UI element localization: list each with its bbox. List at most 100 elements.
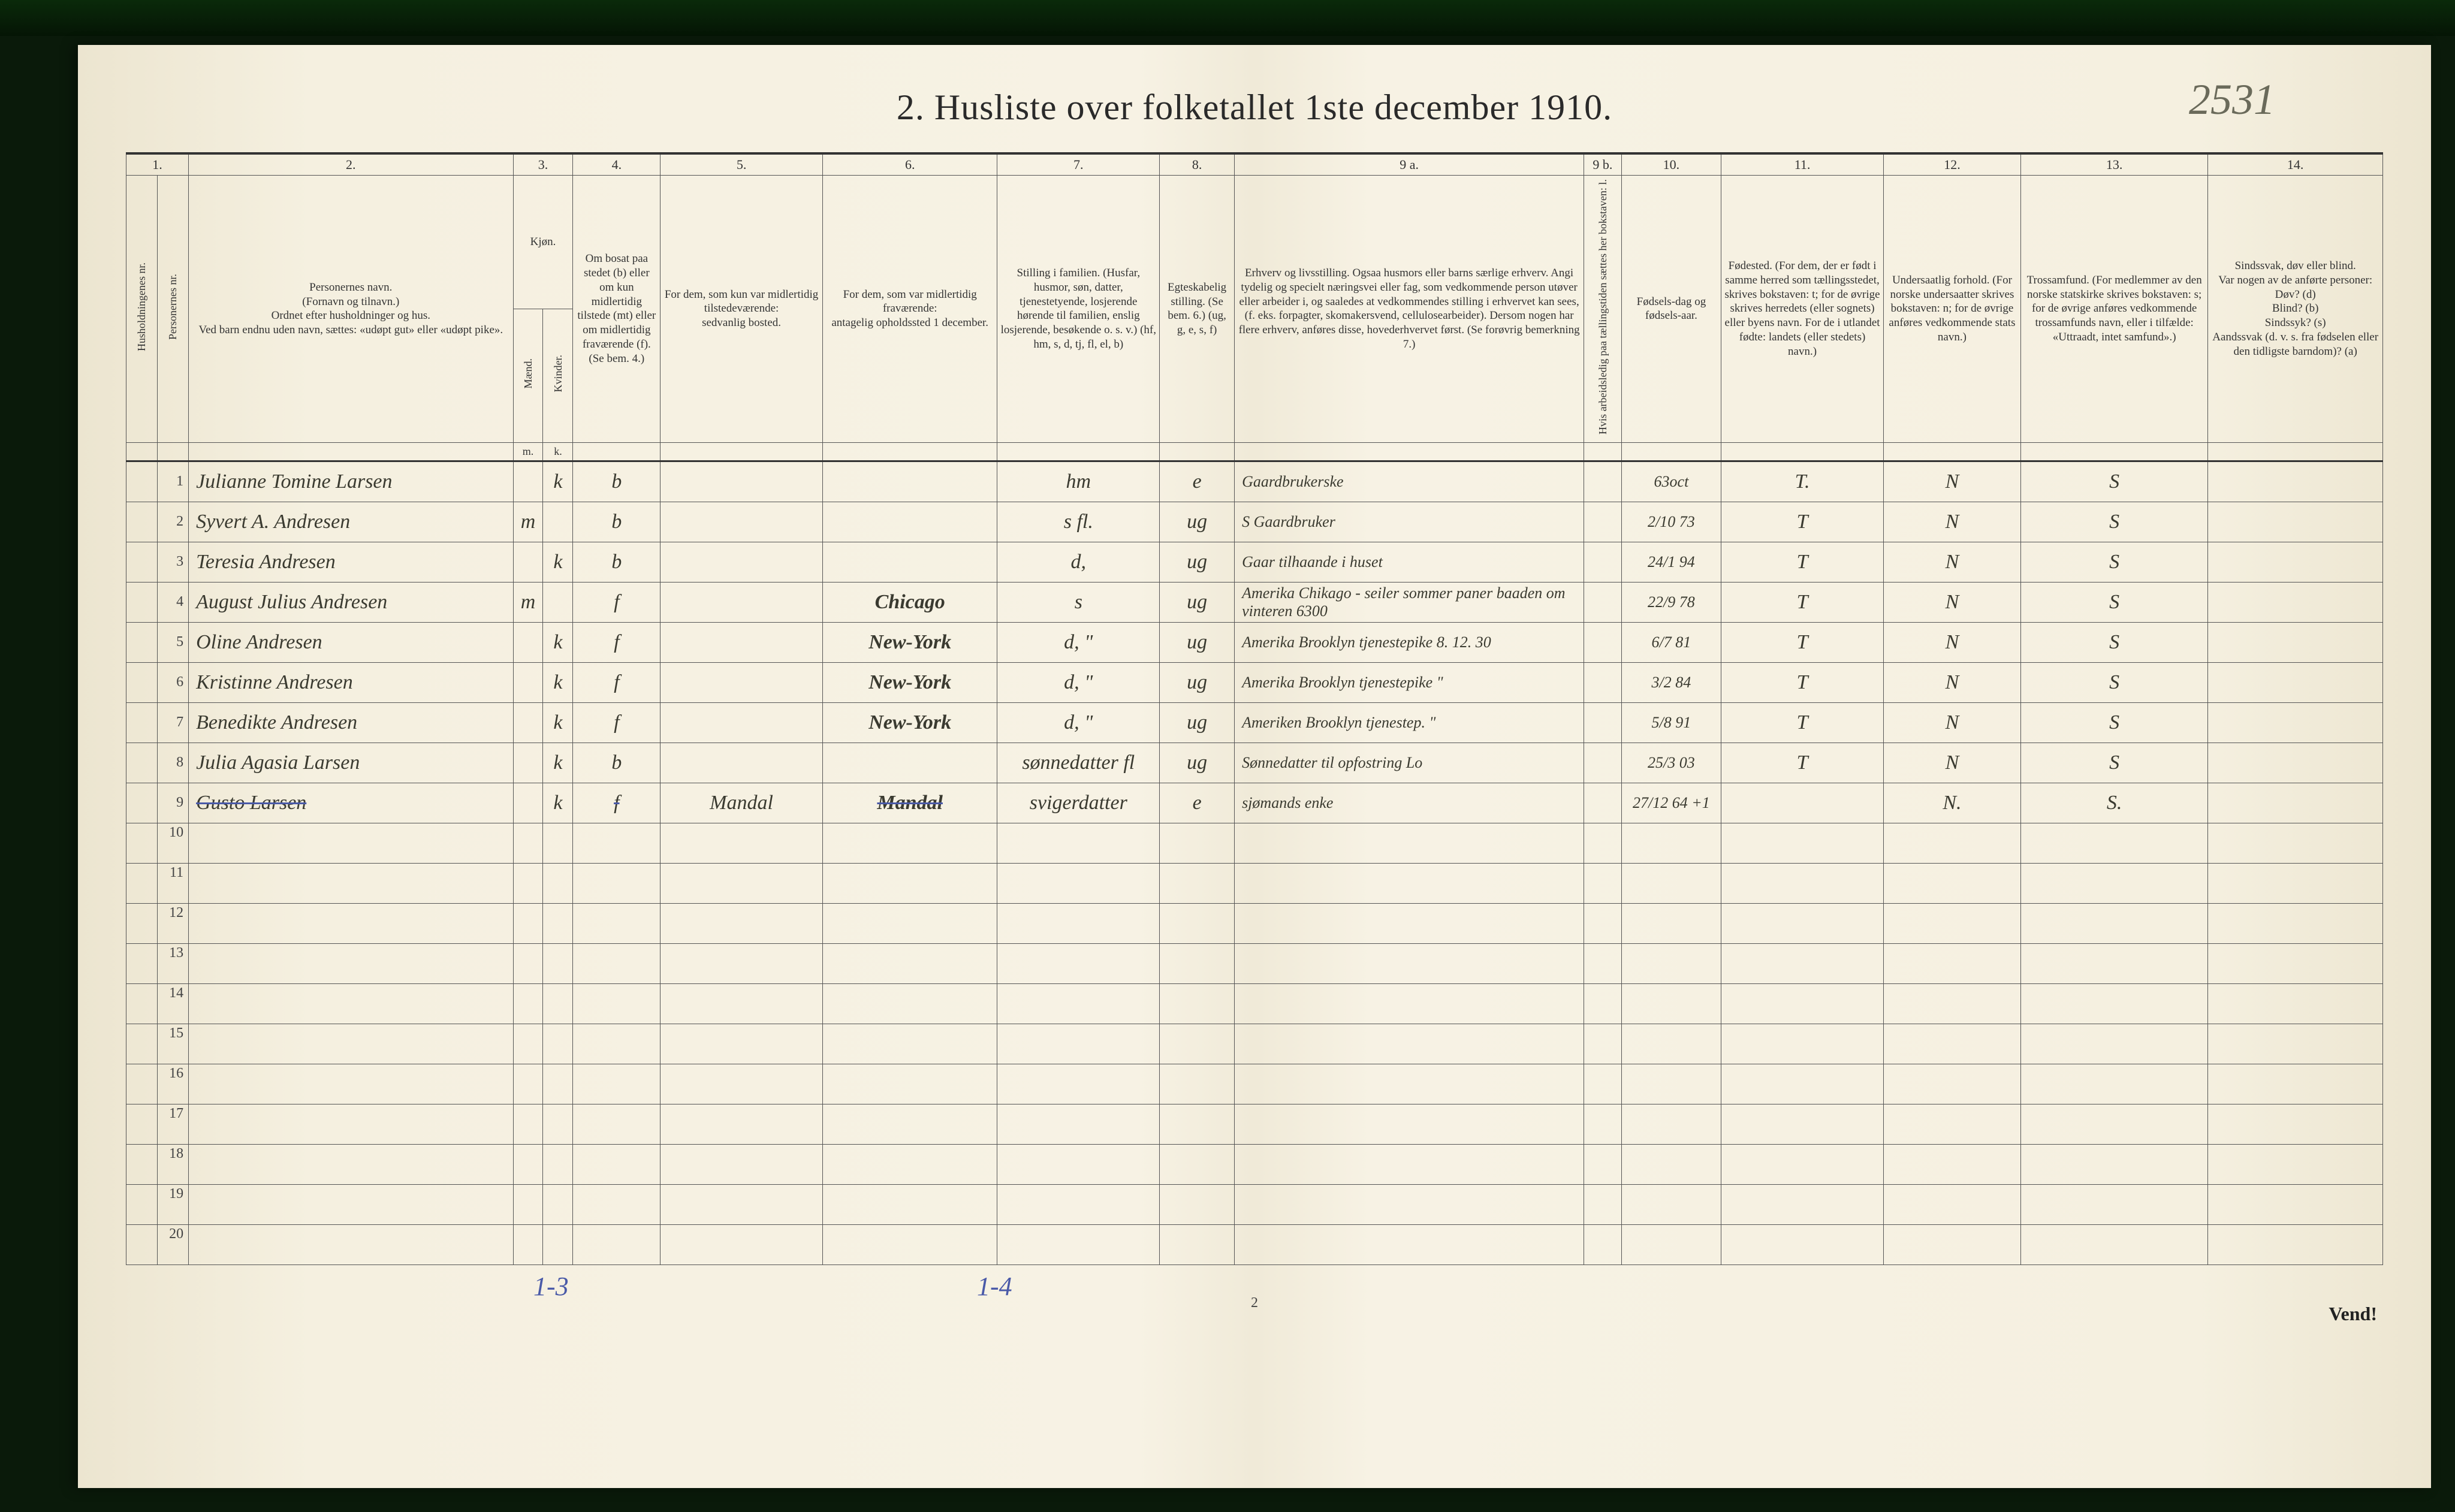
empty-cell [661, 1224, 823, 1264]
sub-blank7 [997, 442, 1160, 461]
table-row: 12 [126, 903, 2383, 943]
empty-cell [189, 983, 513, 1024]
birthdate-cell: 6/7 81 [1621, 622, 1721, 662]
disability-cell [2208, 582, 2383, 622]
person-nr-cell: 1 [158, 461, 189, 502]
footer-tally-mid: 1-4 [977, 1271, 1012, 1302]
sub-blank6 [822, 442, 997, 461]
empty-cell [1160, 1144, 1235, 1184]
birthplace-cell: T [1721, 743, 1884, 783]
empty-cell [1721, 863, 1884, 903]
marital-cell: ug [1160, 743, 1235, 783]
empty-cell [2020, 1024, 2207, 1064]
empty-cell [1160, 943, 1235, 983]
disability-cell [2208, 743, 2383, 783]
empty-cell [189, 1104, 513, 1144]
empty-cell [573, 863, 661, 903]
empty-cell [1584, 1184, 1621, 1224]
empty-cell [543, 1104, 573, 1144]
empty-cell [189, 903, 513, 943]
empty-cell [543, 1024, 573, 1064]
column-number-row: 1. 2. 3. 4. 5. 6. 7. 8. 9 a. 9 b. 10. 11… [126, 153, 2383, 176]
colnum-4: 4. [573, 153, 661, 176]
disability-cell [2208, 502, 2383, 542]
empty-cell [1235, 863, 1584, 903]
empty-cell [189, 1184, 513, 1224]
birthdate-cell: 2/10 73 [1621, 502, 1721, 542]
residence-cell: b [573, 542, 661, 582]
hdr-birthplace: Fødested. (For dem, der er født i samme … [1721, 176, 1884, 443]
subheader-row: m. k. [126, 442, 2383, 461]
empty-cell [513, 823, 543, 863]
empty-cell [661, 823, 823, 863]
table-row: 1Julianne Tomine LarsenkbhmeGaardbrukers… [126, 461, 2383, 502]
empty-cell [1883, 1104, 2020, 1144]
person-nr-cell: 14 [158, 983, 189, 1024]
sub-blank8 [1160, 442, 1235, 461]
empty-cell [1160, 1184, 1235, 1224]
sub-blank3 [189, 442, 513, 461]
data-body: 1Julianne Tomine LarsenkbhmeGaardbrukers… [126, 461, 2383, 1264]
colnum-13: 13. [2020, 153, 2207, 176]
empty-cell [573, 823, 661, 863]
birthplace-cell: T [1721, 662, 1884, 702]
family-position-cell: sønnedatter fl [997, 743, 1160, 783]
empty-cell [1160, 903, 1235, 943]
empty-cell [513, 863, 543, 903]
empty-cell [1721, 1024, 1884, 1064]
sub-blank11 [1621, 442, 1721, 461]
birthplace-cell [1721, 783, 1884, 823]
family-position-cell: svigerdatter [997, 783, 1160, 823]
empty-cell [997, 903, 1160, 943]
empty-cell [1235, 1104, 1584, 1144]
birthdate-cell: 5/8 91 [1621, 702, 1721, 743]
whereabouts-cell: New-York [822, 662, 997, 702]
empty-cell [1235, 1184, 1584, 1224]
disability-cell [2208, 662, 2383, 702]
empty-cell [543, 1224, 573, 1264]
residence-cell: f [573, 783, 661, 823]
marital-cell: ug [1160, 662, 1235, 702]
empty-cell [573, 1064, 661, 1104]
birthdate-cell: 25/3 03 [1621, 743, 1721, 783]
person-nr-cell: 19 [158, 1184, 189, 1224]
family-position-cell: d, " [997, 702, 1160, 743]
empty-cell [997, 1104, 1160, 1144]
empty-cell [822, 863, 997, 903]
table-row: 13 [126, 943, 2383, 983]
religion-cell: S [2020, 542, 2207, 582]
family-position-cell: d, " [997, 662, 1160, 702]
empty-cell [1621, 983, 1721, 1024]
religion-cell: S [2020, 702, 2207, 743]
empty-cell [1235, 1144, 1584, 1184]
occupation-cell: sjømands enke [1235, 783, 1584, 823]
person-nr-cell: 15 [158, 1024, 189, 1064]
empty-cell [1721, 943, 1884, 983]
empty-cell [822, 903, 997, 943]
empty-cell [1621, 903, 1721, 943]
empty-cell [1584, 1224, 1621, 1264]
empty-cell [543, 1184, 573, 1224]
nationality-cell: N [1883, 702, 2020, 743]
usual-home-cell [661, 461, 823, 502]
household-cell [126, 743, 158, 783]
empty-cell [997, 1224, 1160, 1264]
person-nr-cell: 20 [158, 1224, 189, 1264]
birthdate-cell: 3/2 84 [1621, 662, 1721, 702]
name-cell: Kristinne Andresen [189, 662, 513, 702]
table-row: 4August Julius AndresenmfChicagosugAmeri… [126, 582, 2383, 622]
empty-cell [1584, 1024, 1621, 1064]
religion-cell: S [2020, 502, 2207, 542]
census-sheet: 2531 2. Husliste over folketallet 1ste d… [78, 45, 2431, 1488]
empty-cell [1621, 1064, 1721, 1104]
page-wrap: 2531 2. Husliste over folketallet 1ste d… [0, 0, 2455, 1512]
religion-cell: S. [2020, 783, 2207, 823]
person-nr-cell: 6 [158, 662, 189, 702]
empty-cell [543, 943, 573, 983]
usual-home-cell [661, 662, 823, 702]
household-cell [126, 1064, 158, 1104]
table-row: 3Teresia Andresenkbd,ugGaar tilhaande i … [126, 542, 2383, 582]
empty-cell [2208, 1104, 2383, 1144]
empty-cell [573, 1104, 661, 1144]
empty-cell [1721, 1104, 1884, 1144]
